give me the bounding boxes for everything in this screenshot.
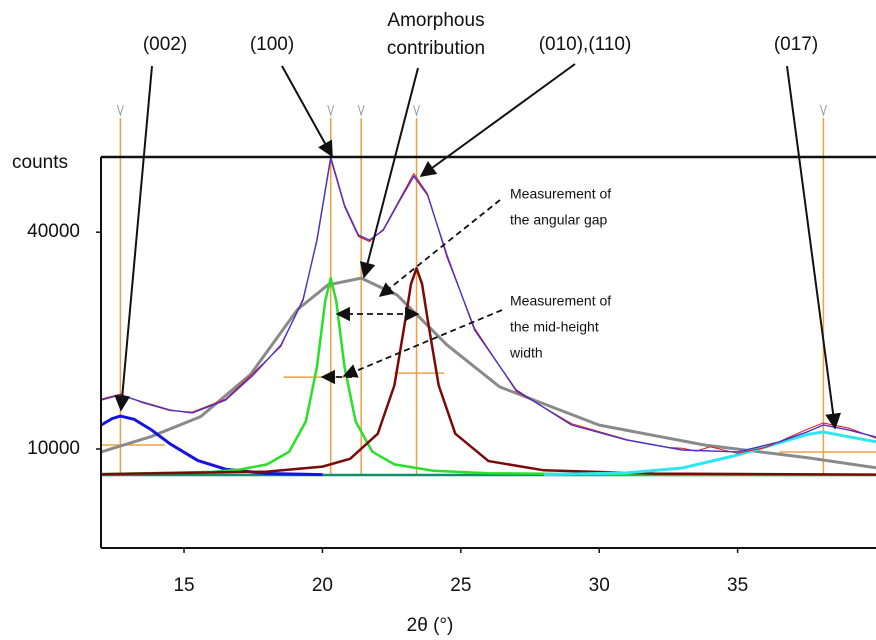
x-tick-label: 30	[589, 575, 610, 596]
x-axis-label: 2θ (°)	[407, 615, 454, 636]
series-line	[100, 158, 876, 454]
annotations: (002) (100) (010),(110) (017) Amorphous …	[114, 10, 842, 430]
y-tick-label: 40000	[27, 221, 80, 242]
peak-label: (010),(110)	[539, 34, 632, 55]
series-line	[543, 430, 876, 477]
note: Measurement of	[510, 186, 611, 202]
arrow	[786, 65, 842, 430]
peak-glyph	[357, 104, 365, 117]
note: the mid-height	[510, 319, 599, 335]
peak-label: (002)	[143, 34, 187, 55]
peak-label: (100)	[250, 34, 294, 55]
amorphous-label: Amorphous	[387, 10, 484, 31]
arrow	[281, 65, 333, 158]
note: width	[509, 345, 543, 361]
plot-area: 10000 40000 15 20 25 30 35	[27, 104, 876, 596]
peak-label: (017)	[774, 34, 818, 55]
x-tick-label: 25	[450, 575, 471, 596]
peak-glyph	[327, 104, 335, 117]
dashed-arrow	[378, 199, 501, 297]
dashed-arrow	[342, 309, 503, 378]
peak-glyph	[413, 104, 421, 117]
y-tick-label: 10000	[27, 438, 80, 459]
peak-glyph	[116, 104, 124, 117]
note: Measurement of	[510, 293, 611, 309]
arrow	[359, 67, 419, 279]
arrow	[419, 63, 576, 177]
x-tick-label: 35	[727, 575, 748, 596]
peak-glyph	[819, 104, 827, 117]
x-tick-label: 20	[312, 575, 333, 596]
series-line	[100, 276, 876, 470]
y-axis-label: counts	[12, 152, 68, 173]
series-line	[100, 276, 876, 477]
arrow	[114, 65, 153, 412]
series-line	[100, 267, 876, 476]
series-line	[100, 156, 876, 453]
note: the angular gap	[510, 212, 608, 228]
x-tick-label: 15	[173, 575, 194, 596]
amorphous-label: contribution	[387, 38, 485, 59]
